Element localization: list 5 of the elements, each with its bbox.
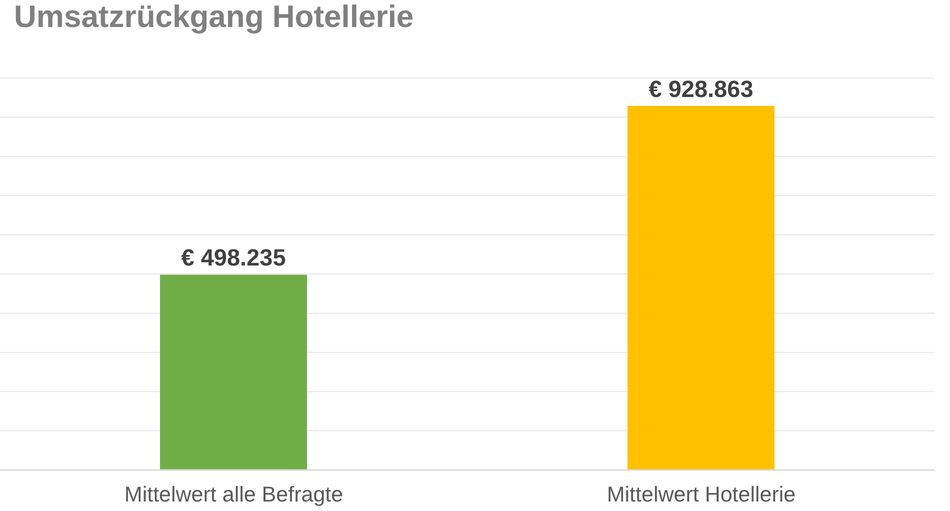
- data-label: € 928.863: [648, 76, 754, 102]
- x-tick-label: Mittelwert Hotellerie: [606, 482, 796, 506]
- data-label: € 498.235: [181, 244, 286, 271]
- chart-title: Umsatzrückgang Hotellerie: [14, 0, 414, 34]
- x-tick-label: Mittelwert alle Befragte: [124, 482, 344, 506]
